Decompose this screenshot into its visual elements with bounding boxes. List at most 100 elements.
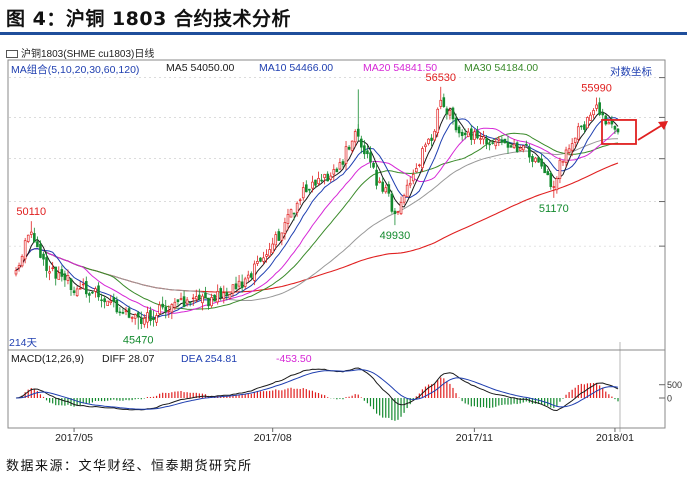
ma-line-ma30 (15, 132, 619, 310)
candle (595, 97, 598, 112)
ma10-label: MA10 54466.00 (259, 62, 334, 74)
candle (369, 146, 372, 168)
candle (473, 128, 476, 145)
candle (546, 169, 550, 176)
candle (207, 297, 210, 310)
candle (573, 137, 577, 148)
candle (164, 299, 168, 319)
moving-average-layer (15, 107, 619, 320)
candle (271, 237, 274, 254)
candle (317, 171, 320, 186)
date-tick-label: 2017/08 (254, 432, 292, 444)
candle (314, 179, 317, 189)
candle (250, 271, 253, 281)
candle (460, 129, 464, 141)
ma5-label: MA5 54050.00 (166, 62, 235, 74)
candle (33, 227, 36, 243)
candle (564, 146, 568, 167)
candle (75, 286, 79, 297)
title-rule (0, 32, 687, 35)
candle (363, 140, 366, 159)
candle (198, 288, 201, 301)
candle (26, 234, 30, 244)
candle (231, 284, 235, 297)
candle (418, 163, 421, 168)
candle (387, 181, 391, 197)
candle (537, 156, 540, 163)
date-tick-label: 2018/01 (596, 432, 634, 444)
candle (136, 310, 140, 330)
candle (94, 286, 97, 298)
toolbar-instrument[interactable]: 沪铜1803(SHME cu1803)日线 (6, 45, 154, 60)
candle (598, 97, 601, 117)
candle (84, 276, 88, 298)
candle (225, 287, 229, 301)
candle (311, 175, 314, 193)
extreme-label-50110: 50110 (16, 206, 46, 218)
candle (292, 212, 296, 221)
candle (274, 231, 278, 250)
candle (78, 281, 82, 290)
candle (280, 232, 284, 246)
days-label: 214天 (9, 337, 38, 349)
ma20-label: MA20 54841.50 (363, 62, 438, 74)
candle (433, 129, 436, 142)
candle (470, 124, 473, 146)
candle (161, 296, 164, 310)
candle (17, 262, 21, 272)
candle (360, 135, 363, 154)
candle (48, 265, 51, 281)
candle (39, 240, 42, 259)
label-layer: 50110 45470 49930 56530 51170 55990 2017/05 201… (16, 72, 668, 444)
candle (130, 315, 134, 323)
candle (222, 285, 226, 304)
candle (188, 301, 192, 307)
candle (295, 201, 299, 217)
candle (69, 278, 73, 296)
candle (308, 188, 311, 194)
candle (353, 129, 357, 147)
candle (219, 286, 223, 301)
extreme-label-56530: 56530 (425, 72, 456, 84)
grid-layer (9, 77, 665, 432)
ma-line-ma20 (15, 127, 619, 314)
candle (543, 162, 546, 174)
candle (531, 153, 534, 168)
log-coord-toggle[interactable]: 对数坐标 (610, 66, 652, 78)
candle (286, 208, 290, 231)
candle (500, 136, 504, 146)
candle (372, 161, 375, 169)
candle (497, 136, 501, 147)
candle (411, 169, 415, 185)
highlight-box (601, 119, 637, 145)
macd-axis-label: 500 (667, 380, 682, 390)
candle (332, 164, 336, 181)
instrument-label: 沪铜1803(SHME cu1803)日线 (21, 49, 155, 60)
candle (253, 260, 256, 286)
candle (323, 173, 326, 185)
candle (463, 128, 467, 140)
candle (216, 284, 219, 305)
candle (436, 107, 440, 138)
candle (29, 221, 33, 238)
candle (583, 121, 586, 134)
candle (525, 140, 528, 146)
candle (240, 274, 244, 293)
candle (509, 143, 513, 148)
macd-diff-line (15, 367, 619, 412)
candle (421, 146, 424, 172)
candle (427, 138, 430, 146)
candle (534, 156, 537, 164)
macd-dea-line (15, 369, 619, 410)
ma-group-label: MA组合(5,10,20,30,60,120) (11, 64, 140, 76)
candle (448, 107, 452, 120)
candle (329, 172, 333, 183)
figure-title: 图 4：沪铜 1803 合约技术分析 (6, 8, 291, 30)
candle (237, 275, 241, 291)
extreme-label-55990: 55990 (581, 83, 612, 95)
candle (601, 108, 605, 119)
macd-diff-label: DIFF 28.07 (102, 353, 155, 365)
extreme-label-49930: 49930 (380, 230, 411, 242)
